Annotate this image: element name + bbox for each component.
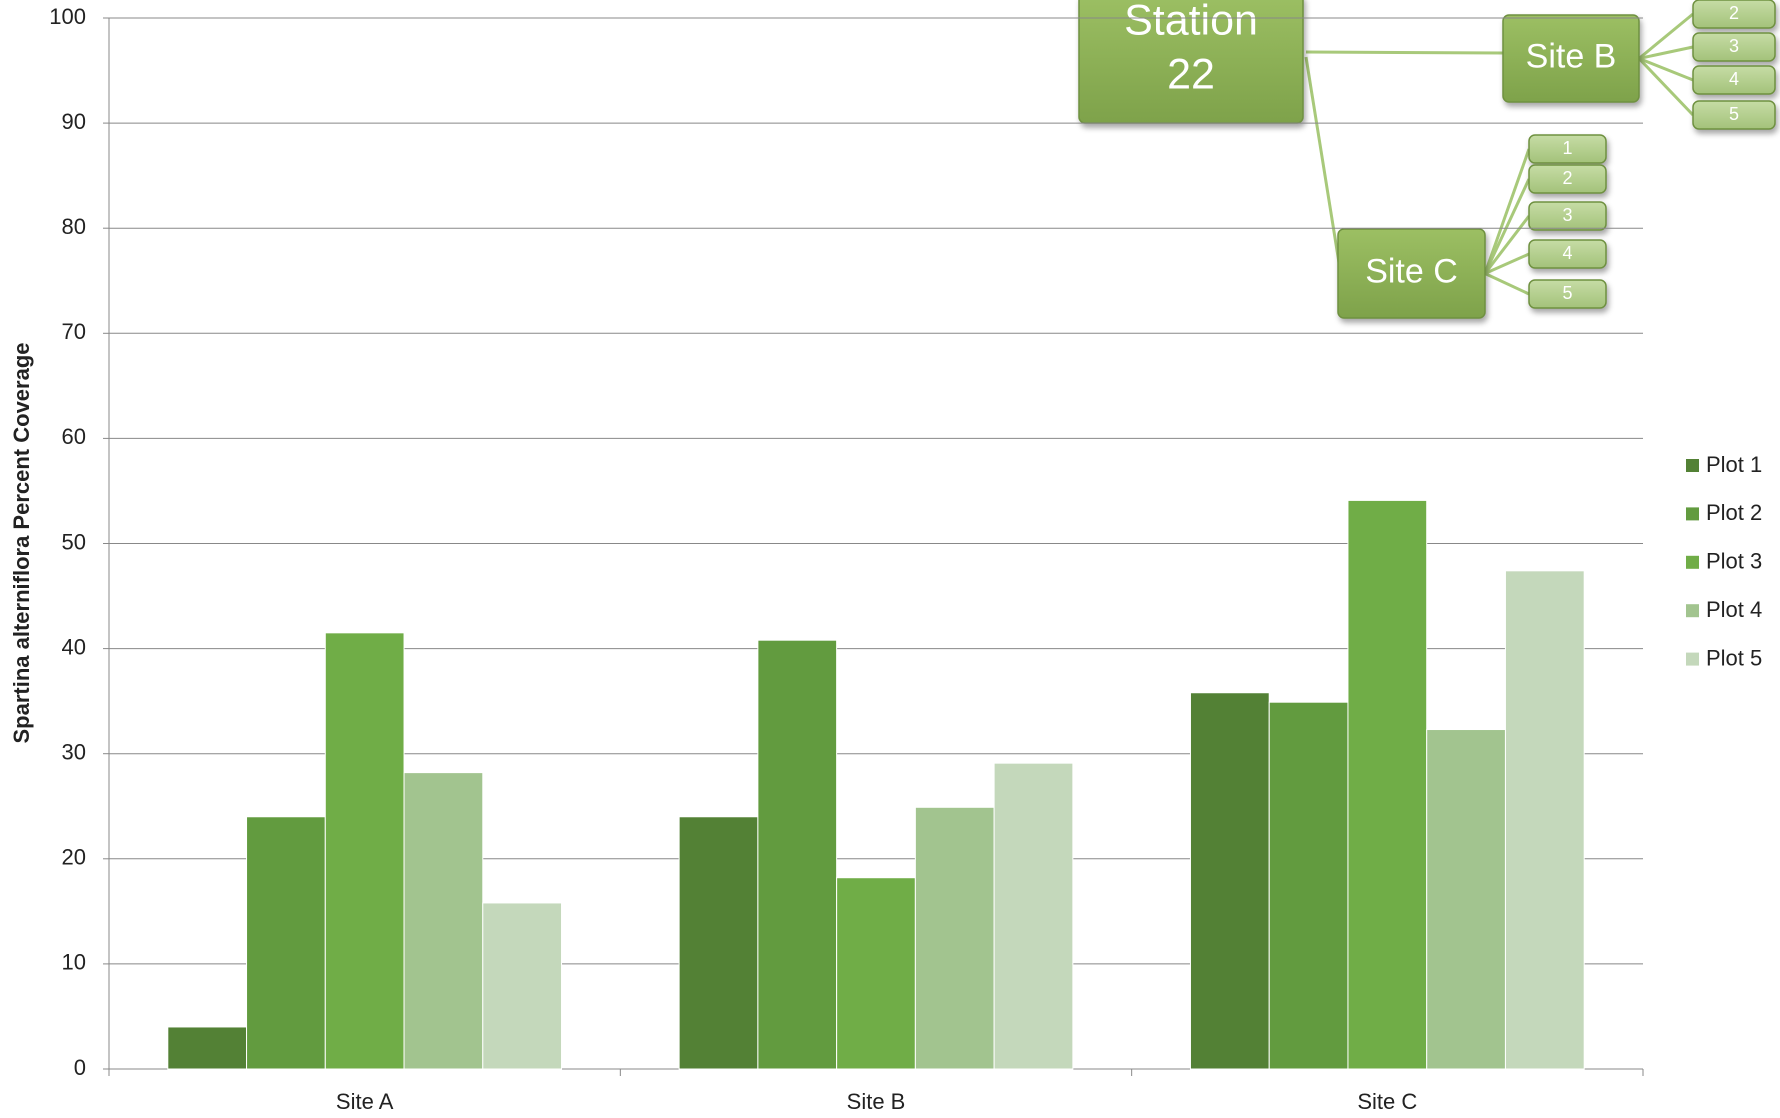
diagram-label: 5 [1729,104,1739,124]
bar [483,903,562,1069]
y-tick-label: 50 [62,529,86,554]
bar [325,633,404,1069]
x-tick-label: Site B [847,1089,906,1114]
legend-swatch [1686,604,1699,617]
connector [1306,57,1340,269]
diagram-label: 2 [1729,3,1739,23]
diagram-label: 1 [1562,138,1572,158]
y-tick-label: 20 [62,845,86,870]
legend-label: Plot 5 [1706,645,1762,670]
diagram: Station 22 Site B 2 3 4 5 Site C 1 2 3 4 5 [1079,0,1775,318]
legend-swatch [1686,556,1699,569]
connector [1306,52,1503,53]
bar [168,1027,247,1069]
bar [679,817,758,1069]
diagram-label: 4 [1729,69,1739,89]
y-tick-label: 60 [62,424,86,449]
bar [1269,702,1348,1069]
bar [247,817,326,1069]
y-axis-title: Spartina alterniflora Percent Coverage [9,342,34,743]
bar [1190,693,1269,1069]
y-tick-label: 80 [62,214,86,239]
connector [1485,149,1529,274]
bar [1348,500,1427,1069]
chart: Spartina alterniflora Percent Coverage S… [0,0,1780,1118]
bar [758,640,837,1069]
bar [1505,571,1584,1069]
legend-swatch [1686,459,1699,472]
legend-swatch [1686,653,1699,666]
bar [837,878,916,1069]
y-tick-label: 40 [62,634,86,659]
bar [1427,730,1506,1069]
diagram-label: 3 [1729,36,1739,56]
y-tick-label: 70 [62,319,86,344]
diagram-label: Station [1124,0,1258,44]
diagram-label: 2 [1562,168,1572,188]
y-tick-label: 90 [62,109,86,134]
diagram-label: Site B [1526,37,1617,75]
x-tick-label: Site C [1357,1089,1417,1114]
y-tick-label: 0 [74,1055,86,1080]
diagram-label: 22 [1167,50,1215,98]
connector [1485,274,1529,295]
diagram-label: 3 [1562,205,1572,225]
diagram-label: 5 [1562,283,1572,303]
diagram-label: 4 [1562,243,1572,263]
legend-label: Plot 1 [1706,452,1762,477]
legend-swatch [1686,507,1699,520]
diagram-label: Site C [1365,252,1458,290]
bar [994,763,1073,1069]
y-tick-label: 30 [62,740,86,765]
page: Spartina alterniflora Percent Coverage S… [0,0,1780,1118]
bar [915,807,994,1069]
legend-label: Plot 2 [1706,500,1762,525]
legend-label: Plot 3 [1706,549,1762,574]
y-tick-label: 10 [62,950,86,975]
connector [1639,59,1693,81]
y-tick-label: 100 [49,4,86,29]
bar [404,773,483,1069]
x-tick-label: Site A [336,1089,394,1114]
connector [1639,59,1693,116]
legend-label: Plot 4 [1706,597,1762,622]
